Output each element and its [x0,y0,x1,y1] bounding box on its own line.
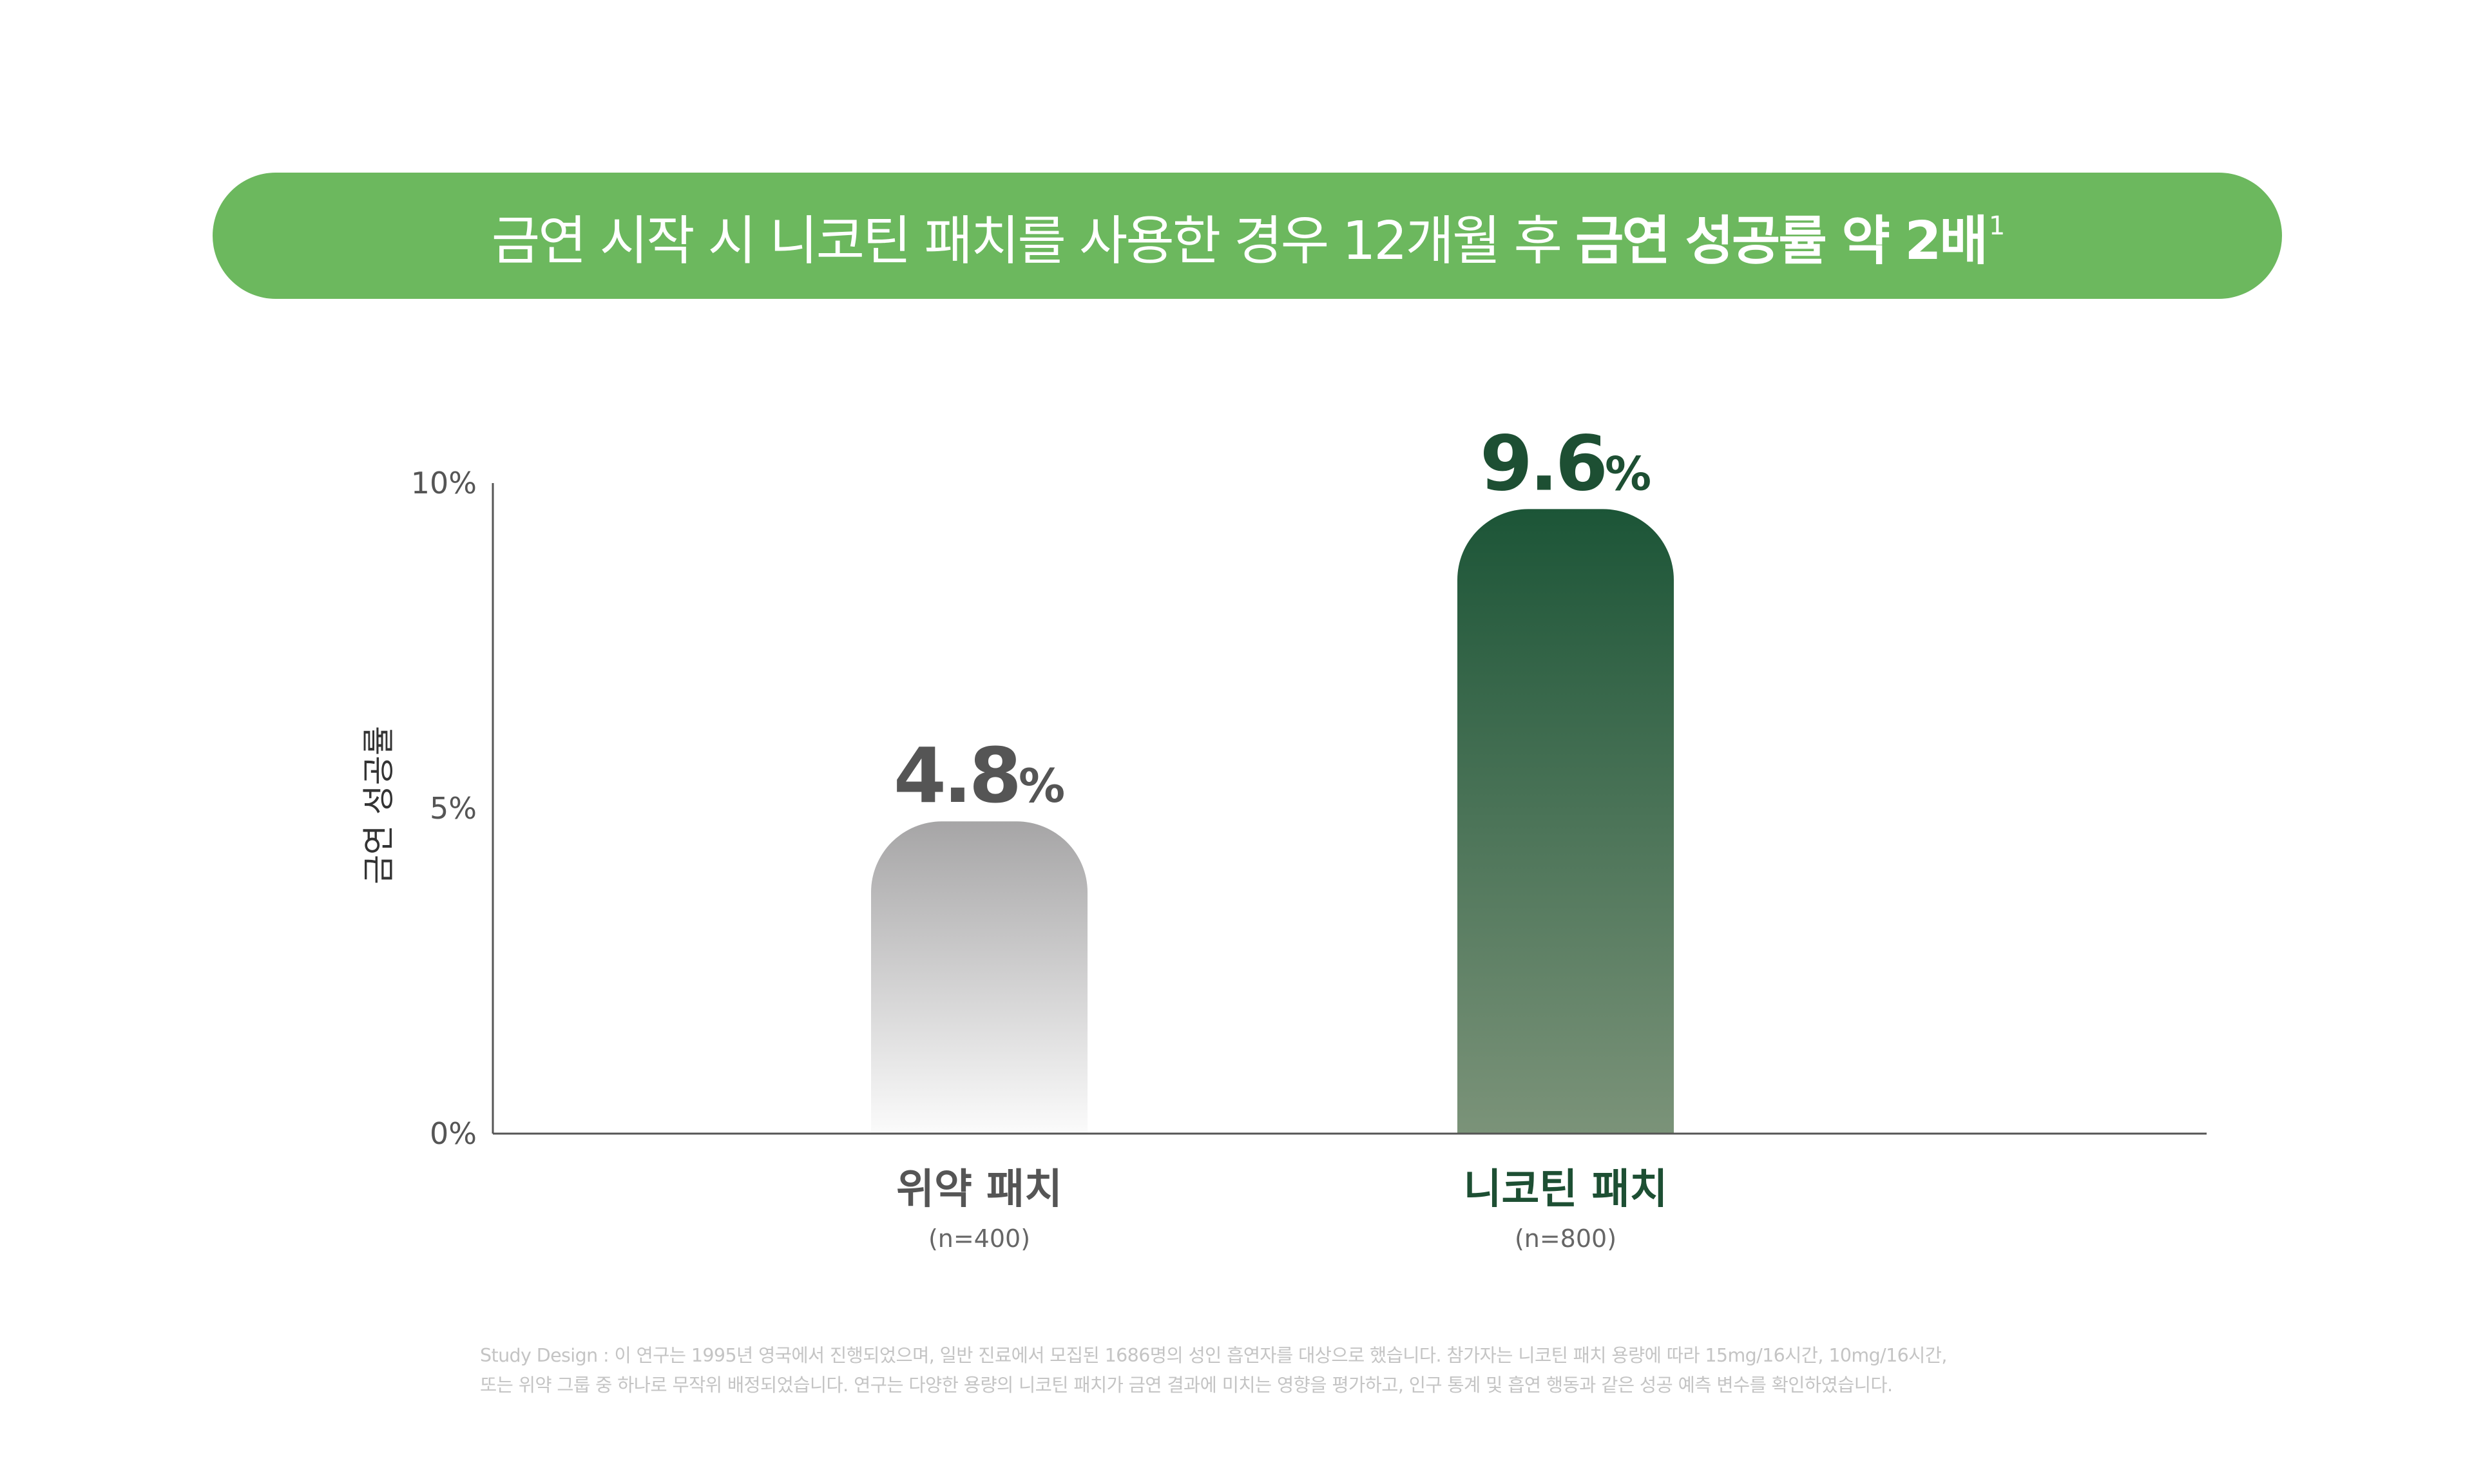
x-category-sample-size: (n=800) [1515,1224,1616,1253]
chart-title: 금연 시작 시 니코틴 패치를 사용한 경우 12개월 후 금연 성공률 약 2… [491,198,2006,274]
title-footnote-marker: 1 [1988,211,2006,241]
study-design-note-line2: 또는 위약 그룹 중 하나로 무작위 배정되었습니다. 연구는 다양한 용량의 … [480,1375,1893,1396]
y-tick-label: 0% [430,1116,477,1151]
x-category-label: 위약 패치 [896,1166,1062,1213]
y-axis-label: 금연 성공률 [360,726,398,884]
bar-placebo-patch [871,821,1088,1134]
title-regular: 금연 시작 시 니코틴 패치를 사용한 경우 12개월 후 [491,210,1576,272]
x-category-label: 니코틴 패치 [1464,1166,1668,1213]
x-category-sample-size: (n=400) [928,1224,1030,1253]
title-banner: 금연 시작 시 니코틴 패치를 사용한 경우 12개월 후 금연 성공률 약 2… [213,173,2282,299]
y-tick-label: 5% [430,791,477,826]
y-tick-label: 10% [411,466,477,500]
bar-value-label: 9.6% [1480,419,1651,508]
title-emphasis: 금연 성공률 약 2배 [1575,210,1988,272]
bar-nicotine-patch [1457,509,1674,1134]
bar-value-label: 4.8% [894,731,1065,820]
study-design-note-line1: Study Design : 이 연구는 1995년 영국에서 진행되었으며, … [480,1345,1947,1366]
